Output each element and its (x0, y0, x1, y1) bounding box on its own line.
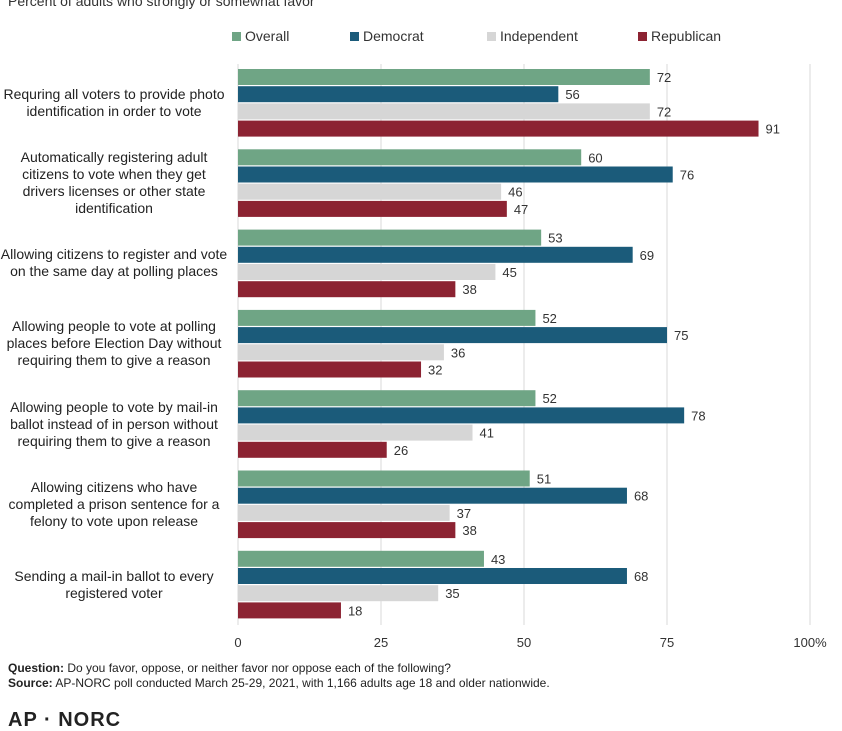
legend-label: Independent (500, 28, 578, 44)
bar-value-label: 51 (537, 472, 551, 487)
bar (238, 149, 582, 166)
category-label: Automatically registering adult citizens… (20, 149, 208, 217)
category-label: Requring all voters to provide photo ide… (3, 85, 225, 119)
bar (238, 309, 536, 326)
bar-value-label: 45 (502, 265, 516, 280)
bar (238, 470, 530, 487)
bar (238, 166, 673, 183)
category-label: Allowing people to vote by mail-in ballo… (10, 398, 218, 449)
bar-value-label: 53 (548, 231, 562, 246)
bar-value-label: 46 (508, 185, 522, 200)
bar-value-label: 38 (462, 282, 476, 297)
bar (238, 183, 502, 200)
bar (238, 229, 542, 246)
category-label: Allowing citizens who have completed a p… (8, 478, 220, 529)
bar (238, 522, 456, 539)
legend-swatch (638, 32, 647, 41)
category-label: Sending a mail-in ballot to every regist… (14, 567, 214, 601)
source-text: AP-NORC poll conducted March 25-29, 2021… (52, 676, 550, 690)
legend-label: Overall (245, 28, 290, 44)
bar-value-label: 68 (634, 489, 648, 504)
legend-item: Republican (638, 28, 721, 44)
ap-norc-logo: AP · NORC (8, 709, 122, 731)
bar-value-label: 60 (588, 150, 602, 165)
bar-value-label: 38 (462, 523, 476, 538)
bar (238, 200, 507, 217)
bar (238, 390, 536, 407)
bar (238, 264, 496, 280)
bar-value-label: 72 (657, 104, 671, 119)
bar-value-label: 47 (514, 202, 528, 217)
bar-chart: 0 25 50 75 100% 72 56 72 91 60 76 46 47 53 69 45 38 52 75 3… (234, 64, 827, 650)
bar-value-label: 72 (657, 70, 671, 85)
bar (238, 361, 422, 378)
bar (238, 281, 456, 298)
bar-value-label: 37 (457, 506, 471, 521)
bar-value-label: 68 (634, 569, 648, 584)
bar (238, 550, 484, 567)
bar (238, 120, 759, 137)
bar (238, 246, 633, 263)
x-tick-label: 25 (374, 635, 388, 650)
bar-value-label: 69 (640, 248, 654, 263)
category-label: Allowing citizens to register and vote o… (0, 246, 228, 280)
bar (238, 86, 559, 103)
bar-value-label: 18 (348, 603, 362, 618)
legend-swatch (232, 32, 241, 41)
source-label: Source: (8, 676, 53, 690)
bar (238, 487, 627, 504)
bar (238, 424, 473, 441)
bar (238, 585, 439, 602)
bar (238, 441, 387, 458)
legend-swatch (350, 32, 359, 41)
bar (238, 327, 667, 344)
legend-label: Republican (651, 28, 722, 44)
bar-value-label: 76 (680, 168, 694, 183)
legend-label: Democrat (363, 28, 424, 44)
bar-value-label: 78 (691, 408, 705, 423)
x-tick-label: 75 (660, 635, 674, 650)
bar (238, 568, 627, 584)
bar-value-label: 35 (445, 586, 459, 601)
bar-value-label: 41 (480, 426, 494, 441)
bar-value-label: 32 (428, 363, 442, 378)
question-label: Question: (8, 661, 64, 675)
bar (238, 407, 685, 424)
x-tick-label: 100% (793, 635, 827, 650)
chart-legend: Overall Democrat Independent Republican (0, 28, 842, 46)
legend-item: Democrat (350, 28, 424, 44)
x-tick-label: 0 (234, 635, 241, 650)
bar-value-label: 36 (451, 345, 465, 360)
chart-subtitle: Percent of adults who strongly or somewh… (8, 0, 315, 9)
bar (238, 602, 341, 619)
legend-swatch (487, 32, 496, 41)
bar-value-label: 43 (491, 552, 505, 567)
question-text: Do you favor, oppose, or neither favor n… (64, 661, 451, 675)
question-note: Question: Do you favor, oppose, or neith… (8, 661, 838, 676)
bar (238, 344, 444, 361)
bar-value-label: 52 (542, 311, 556, 326)
bar-value-label: 26 (394, 443, 408, 458)
source-note: Source: AP-NORC poll conducted March 25-… (8, 676, 838, 691)
chart-footer: Question: Do you favor, oppose, or neith… (8, 661, 838, 691)
bar-value-label: 52 (542, 391, 556, 406)
bar (238, 69, 650, 85)
bar (238, 103, 650, 120)
legend-item: Independent (487, 28, 578, 44)
bar-value-label: 56 (565, 87, 579, 102)
legend-item: Overall (232, 28, 289, 44)
bar-value-label: 75 (674, 328, 688, 343)
x-tick-label: 50 (517, 635, 531, 650)
category-label: Allowing people to vote at polling place… (6, 318, 222, 369)
bar-value-label: 91 (766, 122, 780, 137)
bar (238, 504, 450, 521)
